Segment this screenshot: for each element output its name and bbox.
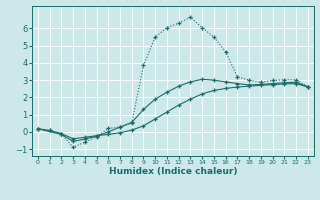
X-axis label: Humidex (Indice chaleur): Humidex (Indice chaleur) [108, 167, 237, 176]
